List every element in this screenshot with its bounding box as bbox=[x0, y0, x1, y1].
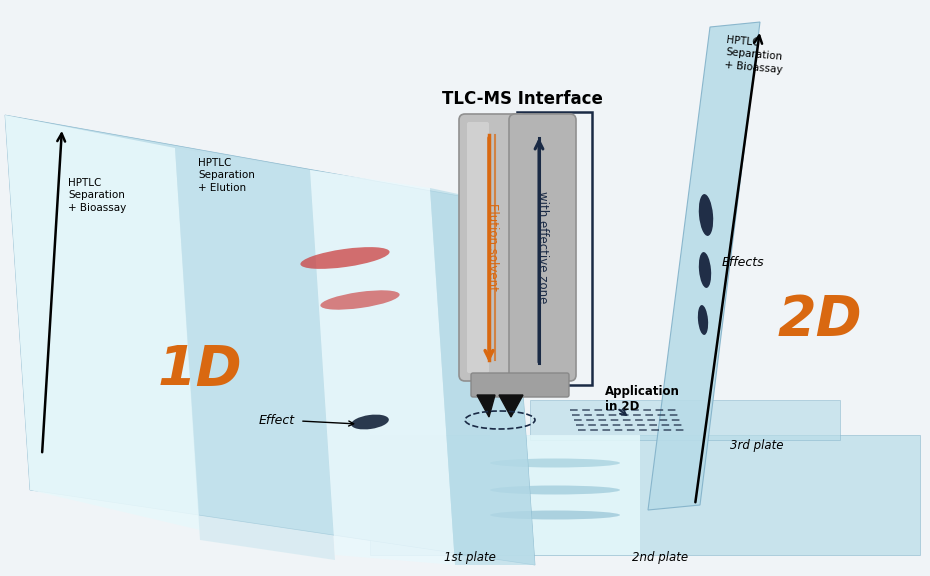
Text: HPTLC
Separation
+ Elution: HPTLC Separation + Elution bbox=[198, 158, 255, 193]
Ellipse shape bbox=[698, 252, 711, 288]
FancyBboxPatch shape bbox=[467, 122, 489, 373]
FancyBboxPatch shape bbox=[459, 114, 526, 381]
FancyBboxPatch shape bbox=[471, 373, 569, 397]
Ellipse shape bbox=[490, 510, 620, 520]
Polygon shape bbox=[5, 115, 535, 565]
Ellipse shape bbox=[490, 486, 620, 495]
Polygon shape bbox=[370, 435, 920, 555]
Text: 2D: 2D bbox=[777, 293, 862, 347]
Text: 1D: 1D bbox=[157, 343, 243, 397]
Polygon shape bbox=[477, 395, 495, 417]
Polygon shape bbox=[175, 148, 335, 560]
Text: with effective zone: with effective zone bbox=[536, 191, 549, 303]
Text: 2nd plate: 2nd plate bbox=[632, 551, 688, 564]
Text: TLC-MS Interface: TLC-MS Interface bbox=[442, 90, 603, 108]
Polygon shape bbox=[430, 188, 535, 565]
Text: Application
in 2D: Application in 2D bbox=[605, 385, 680, 413]
FancyBboxPatch shape bbox=[509, 114, 576, 381]
Ellipse shape bbox=[698, 194, 713, 236]
Text: Effect: Effect bbox=[259, 414, 295, 426]
Polygon shape bbox=[490, 435, 640, 555]
Polygon shape bbox=[310, 170, 455, 565]
Polygon shape bbox=[648, 22, 760, 510]
Ellipse shape bbox=[490, 458, 620, 468]
Polygon shape bbox=[5, 115, 200, 530]
Text: Elution solvent: Elution solvent bbox=[485, 203, 498, 291]
Text: HPTLC
Separation
+ Bioassay: HPTLC Separation + Bioassay bbox=[68, 178, 126, 213]
Text: Effects: Effects bbox=[722, 256, 764, 268]
Ellipse shape bbox=[320, 290, 400, 310]
Text: HPTLC
Separation
+ Bioassay: HPTLC Separation + Bioassay bbox=[724, 35, 785, 75]
Ellipse shape bbox=[300, 247, 390, 269]
Text: 1st plate: 1st plate bbox=[444, 551, 496, 564]
Ellipse shape bbox=[698, 305, 708, 335]
Polygon shape bbox=[530, 400, 840, 440]
Text: 3rd plate: 3rd plate bbox=[730, 438, 783, 452]
Ellipse shape bbox=[352, 415, 389, 430]
Polygon shape bbox=[499, 395, 523, 417]
